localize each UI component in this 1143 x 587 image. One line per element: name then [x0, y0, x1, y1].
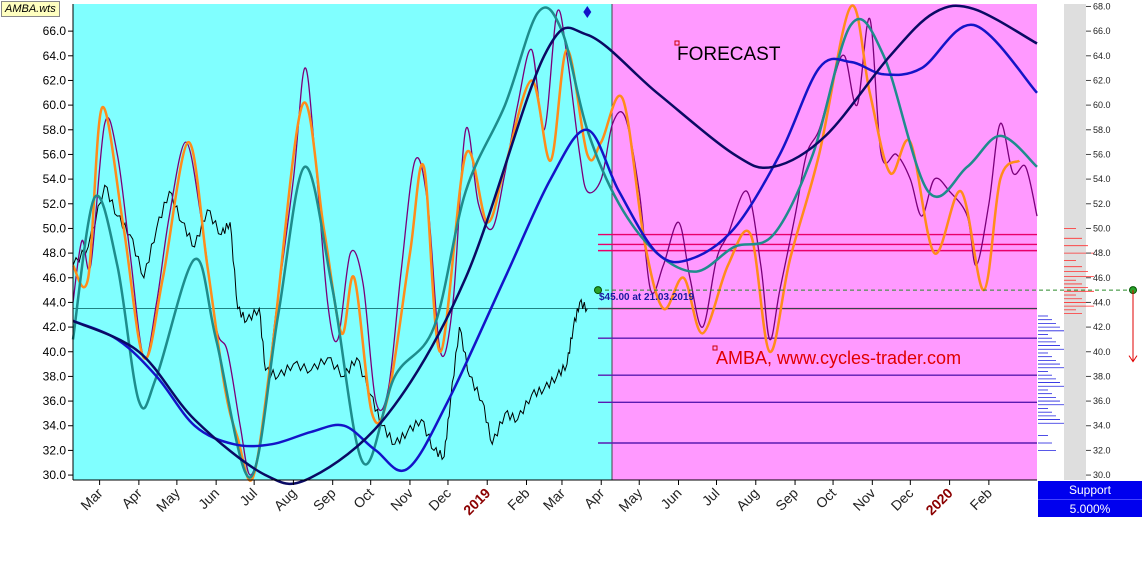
y-tick-label: 46.0	[43, 271, 67, 285]
right-tick-label: 42.0	[1093, 322, 1111, 332]
right-tick-label: 40.0	[1093, 347, 1111, 357]
x-tick-label: Dec	[425, 485, 454, 514]
x-tick-label: Feb	[504, 485, 533, 514]
x-tick-label: Jun	[657, 485, 684, 512]
x-tick-label: Dec	[888, 485, 917, 514]
price-line	[72, 184, 588, 461]
current-price-marker	[594, 286, 602, 295]
support-percent[interactable]: 5.000%	[1038, 499, 1142, 518]
orange-cycle-line	[71, 4, 1021, 482]
right-tick-label: 60.0	[1093, 100, 1111, 110]
y-tick-label: 36.0	[43, 394, 67, 408]
x-tick-label: Aug	[733, 485, 762, 514]
x-tick-label: May	[615, 485, 645, 515]
right-tick-label: 30.0	[1093, 470, 1111, 480]
y-tick-label: 48.0	[43, 246, 67, 260]
support-panel[interactable]: Support 5.000%	[1038, 481, 1142, 517]
right-tick-label: 64.0	[1093, 51, 1111, 61]
right-tick-label: 52.0	[1093, 199, 1111, 209]
forecast-arrow-head	[1128, 355, 1138, 363]
right-tick-label: 48.0	[1093, 248, 1111, 258]
navy-cycle-line	[72, 4, 1038, 486]
x-tick-label: Oct	[812, 485, 839, 512]
y-tick-label: 52.0	[43, 197, 67, 211]
x-tick-label: May	[153, 485, 183, 515]
right-tick-label: 62.0	[1093, 75, 1111, 85]
right-tick-label: 34.0	[1093, 421, 1111, 431]
ticker-label: AMBA.wts	[1, 1, 60, 17]
fast-cycle-line	[72, 9, 1038, 476]
right-tick-label: 38.0	[1093, 371, 1111, 381]
right-tick-label: 66.0	[1093, 26, 1111, 36]
right-tick-label: 50.0	[1093, 223, 1111, 233]
y-axis-ticks: 30.0 32.0 34.0 36.0 38.0 40.0 42.0 44.0 46.0 48.0…	[43, 24, 73, 482]
x-tick-label: Feb	[967, 485, 996, 514]
x-tick-label: Nov	[850, 485, 879, 514]
y-tick-label: 66.0	[43, 24, 67, 38]
y-tick-label: 40.0	[43, 345, 67, 359]
x-tick-label: Jul	[699, 485, 723, 509]
level-profile	[1038, 228, 1094, 451]
right-scale-band	[1064, 4, 1086, 480]
right-tick-label: 54.0	[1093, 174, 1111, 184]
right-tick-label: 68.0	[1093, 1, 1111, 11]
x-tick-label: Mar	[77, 485, 106, 514]
y-tick-label: 62.0	[43, 73, 67, 87]
teal-cycle-line	[71, 6, 1038, 479]
blue-cycle-line	[72, 23, 1038, 473]
x-tick-label: Sep	[772, 485, 801, 514]
x-tick-label: Oct	[350, 485, 377, 512]
right-axis-ticks: 30.0 32.0 34.0 36.0 38.0 40.0 42.0 44.0 46.0 48.0…	[1086, 1, 1111, 480]
x-tick-label: Apr	[118, 485, 145, 512]
y-tick-label: 32.0	[43, 443, 67, 457]
x-tick-label: Jun	[195, 485, 222, 512]
right-tick-label: 46.0	[1093, 273, 1111, 283]
cycle-series	[71, 4, 1038, 486]
y-tick-label: 38.0	[43, 369, 67, 383]
y-tick-label: 64.0	[43, 49, 67, 63]
x-tick-label: Nov	[387, 485, 416, 514]
site-anchor-square	[712, 345, 718, 351]
site-label: AMBA, www.cycles-trader.com	[716, 348, 962, 368]
current-price-marks	[583, 6, 1138, 363]
right-tick-label: 56.0	[1093, 149, 1111, 159]
y-tick-label: 60.0	[43, 98, 67, 112]
right-tick-label: 36.0	[1093, 396, 1111, 406]
right-tick-label: 44.0	[1093, 297, 1111, 307]
y-tick-label: 58.0	[43, 123, 67, 137]
forecast-anchor-square	[674, 40, 680, 46]
y-tick-label: 44.0	[43, 295, 67, 309]
support-resistance-levels	[73, 233, 1037, 444]
support-label: Support	[1068, 483, 1112, 497]
y-tick-label: 50.0	[43, 221, 67, 235]
x-tick-label: 2020	[922, 485, 955, 518]
y-tick-label: 54.0	[43, 172, 67, 186]
current-price-note: $45.00 at 21.03.2019	[599, 292, 695, 303]
x-tick-label: Mar	[540, 485, 569, 514]
right-tick-label: 32.0	[1093, 445, 1111, 455]
x-tick-label: Sep	[310, 485, 339, 514]
y-tick-label: 42.0	[43, 320, 67, 334]
x-tick-label: Aug	[271, 485, 300, 514]
y-tick-label: 30.0	[43, 468, 67, 482]
x-tick-label: 2019	[460, 485, 493, 518]
forecast-start-marker	[583, 6, 592, 18]
right-tick-label: 58.0	[1093, 125, 1111, 135]
y-tick-label: 56.0	[43, 147, 67, 161]
y-tick-label: 34.0	[43, 419, 67, 433]
forecast-label: FORECAST	[677, 44, 781, 65]
x-tick-label: Apr	[581, 485, 608, 512]
x-tick-label: Jul	[236, 485, 260, 509]
x-axis-ticks: Mar Apr May Jun Jul Aug Sep Oct Nov Dec 2019 Feb Mar…	[77, 480, 995, 518]
forecast-background	[612, 4, 1037, 480]
